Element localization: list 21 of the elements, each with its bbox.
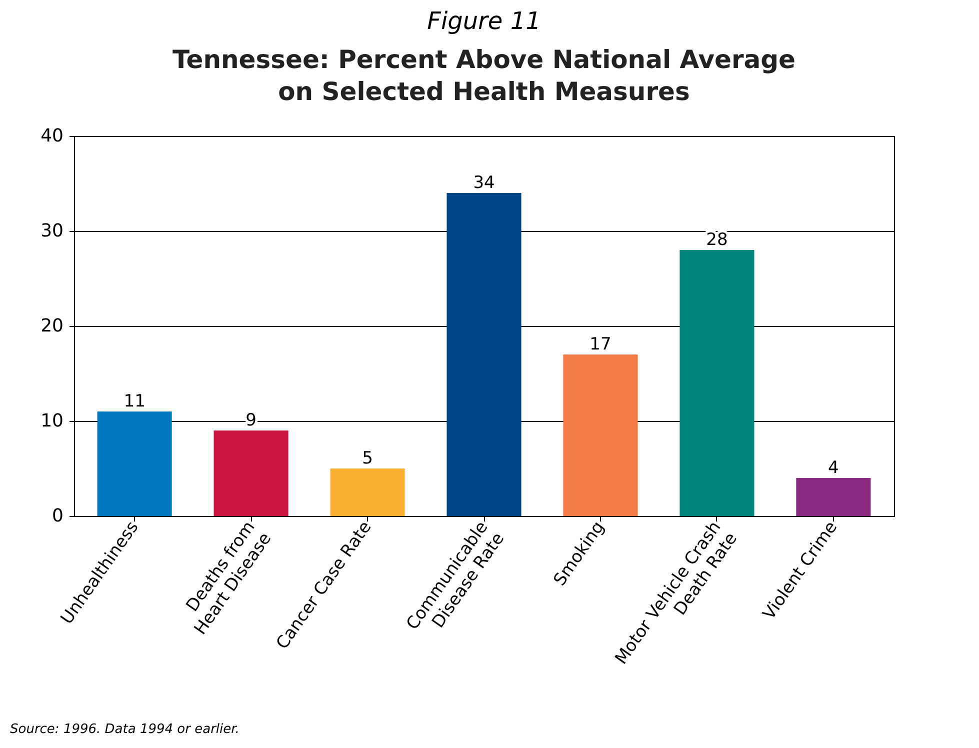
data-label: 5: [362, 448, 373, 468]
data-label: 28: [706, 230, 728, 250]
bar: [214, 430, 288, 516]
bar: [563, 354, 638, 516]
bar: [97, 412, 172, 516]
bar: [680, 250, 754, 516]
chart-subtitle: Tennessee: Percent Above National Average on Selected Health Measures: [172, 45, 796, 106]
y-tick-label: 10: [40, 410, 64, 432]
bar: [330, 468, 405, 516]
data-label: 4: [828, 458, 839, 478]
data-label: 11: [124, 392, 146, 412]
bar: [446, 193, 522, 516]
y-tick-label: 40: [40, 126, 64, 146]
data-label: 34: [473, 173, 495, 193]
y-tick-label: 20: [40, 316, 64, 336]
y-tick-label: 0: [52, 506, 64, 526]
chart-title: Figure 11: [427, 7, 541, 35]
data-label: 17: [590, 334, 612, 354]
bar: [796, 478, 871, 516]
y-tick-label: 30: [40, 220, 64, 242]
source-note: Source: 1996. Data 1994 or earlier.: [10, 722, 240, 737]
